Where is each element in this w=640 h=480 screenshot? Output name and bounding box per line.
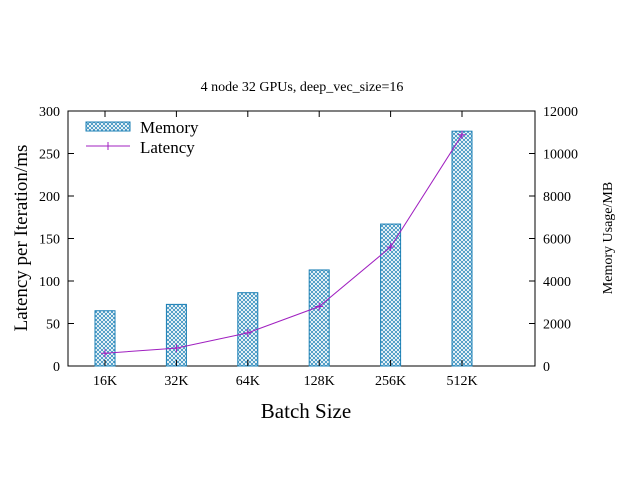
x-axis: 16K 32K 64K 128K 256K 512K (93, 111, 478, 389)
memory-bar (94, 310, 116, 367)
left-y-tick-label: 50 (46, 318, 60, 333)
right-y-axis-label: Memory Usage/MB (601, 182, 616, 294)
x-tick-label: 64K (236, 374, 260, 389)
right-y-tick-label: 0 (543, 360, 550, 375)
x-tick-label: 16K (93, 374, 117, 389)
left-y-tick-label: 0 (53, 360, 60, 375)
left-y-tick-label: 200 (39, 190, 60, 205)
right-y-tick-label: 4000 (543, 275, 571, 290)
legend-label-latency: Latency (140, 138, 195, 157)
latency-point (458, 130, 466, 139)
latency-point (101, 349, 109, 358)
legend-swatch-memory (85, 121, 131, 132)
right-y-tick-label: 12000 (543, 105, 578, 120)
x-tick-label: 128K (304, 374, 335, 389)
x-tick-label: 256K (375, 374, 406, 389)
latency-point (386, 243, 395, 251)
legend-marker-latency (104, 142, 112, 150)
left-y-axis: 0 50 100 150 200 250 300 (39, 105, 74, 375)
x-tick-label: 32K (164, 374, 188, 389)
legend-label-memory: Memory (140, 118, 199, 137)
latency-point (172, 344, 181, 353)
latency-point (243, 328, 252, 337)
left-y-tick-label: 100 (39, 275, 60, 290)
memory-bar (451, 130, 473, 367)
right-y-tick-label: 8000 (543, 190, 571, 205)
x-axis-label: Batch Size (261, 399, 351, 423)
right-y-axis: 0 2000 4000 6000 8000 10000 12000 (529, 105, 578, 375)
left-y-tick-label: 150 (39, 233, 60, 248)
left-y-tick-label: 250 (39, 148, 60, 163)
memory-bar (308, 269, 330, 367)
x-tick-label: 512K (446, 374, 477, 389)
memory-bar (165, 303, 187, 367)
latency-line (104, 134, 463, 354)
right-y-tick-label: 10000 (543, 148, 578, 163)
memory-bars (94, 130, 473, 367)
legend: Memory Latency (85, 118, 199, 157)
latency-point (315, 302, 324, 311)
latency-line-layer (101, 130, 466, 358)
right-y-tick-label: 2000 (543, 318, 571, 333)
chart-title: 4 node 32 GPUs, deep_vec_size=16 (201, 80, 404, 95)
right-y-tick-label: 6000 (543, 233, 571, 248)
left-y-tick-label: 300 (39, 105, 60, 120)
left-y-axis-label: Latency per Iteration/ms (11, 145, 32, 332)
